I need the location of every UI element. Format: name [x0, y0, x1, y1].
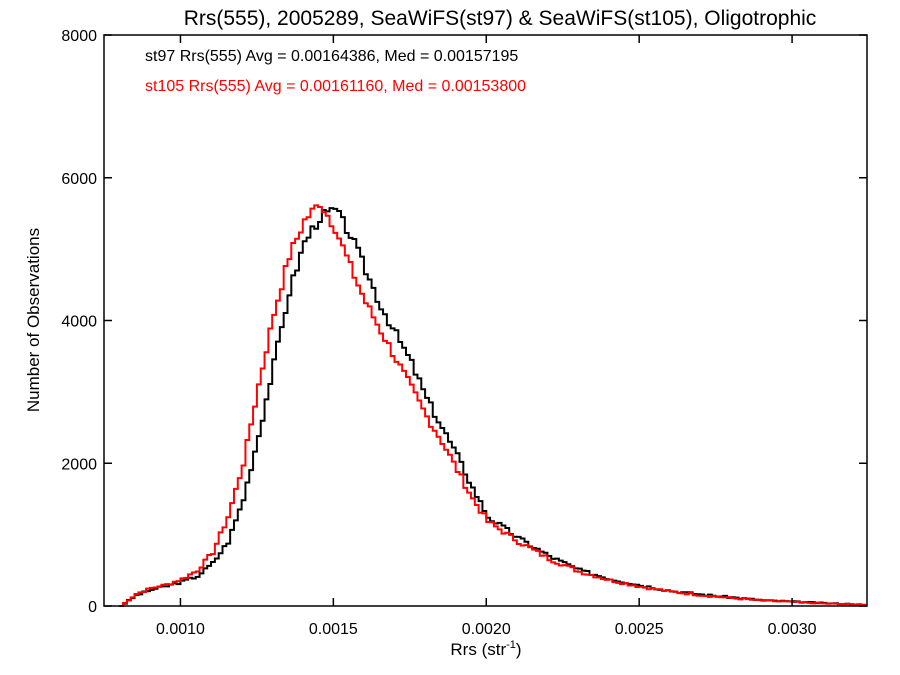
y-tick-label: 6000 — [61, 171, 97, 188]
y-tick-label: 4000 — [61, 314, 97, 331]
y-tick-label: 0 — [88, 599, 97, 616]
x-tick-label: 0.0015 — [309, 621, 358, 638]
y-axis-label: Number of Observations — [24, 228, 43, 412]
plot-series-group — [119, 204, 867, 607]
x-tick-label: 0.0030 — [768, 621, 817, 638]
y-tick-label: 2000 — [61, 456, 97, 473]
axis-ticks-group: 0.0010 0.0015 0.0020 0.0025 0.0030 0 2000 4000 6… — [61, 28, 867, 638]
legend-entry-st97: st97 Rrs(555) Avg = 0.00164386, Med = 0.… — [145, 48, 518, 65]
x-axis-label-main: Rrs (str — [450, 640, 506, 659]
x-tick-label: 0.0010 — [156, 621, 205, 638]
series-line-st105 — [119, 204, 867, 607]
x-axis-label-end: ) — [516, 640, 522, 659]
x-tick-label: 0.0025 — [615, 621, 664, 638]
x-axis-label: Rrs (str-1) — [450, 639, 521, 659]
y-tick-label: 8000 — [61, 28, 97, 45]
chart-title: Rrs(555), 2005289, SeaWiFS(st97) & SeaWi… — [184, 7, 817, 30]
legend-entry-st105: st105 Rrs(555) Avg = 0.00161160, Med = 0… — [145, 78, 526, 95]
x-axis-label-superscript: -1 — [506, 639, 516, 651]
x-tick-label: 0.0020 — [462, 621, 511, 638]
